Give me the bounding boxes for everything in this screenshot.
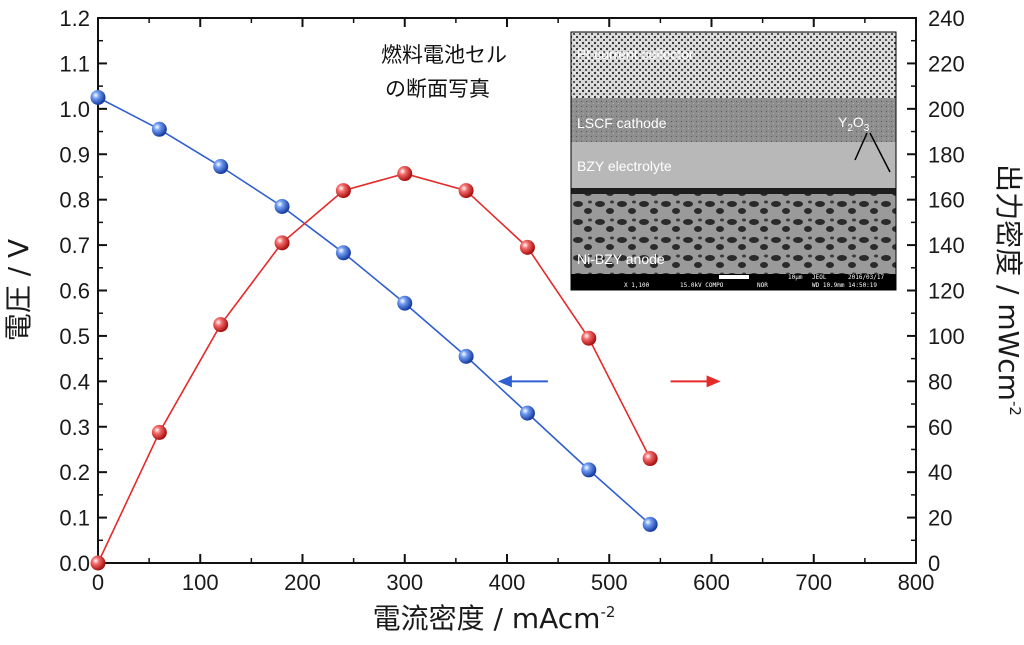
axis-arrows (497, 375, 721, 388)
inset-title-line1: 燃料電池セル (381, 43, 507, 67)
x-tick-label: 400 (489, 570, 526, 595)
inset-layer-anode (571, 194, 896, 274)
inset-label-anode: Ni-BZY anode (577, 251, 665, 267)
voltage-point (519, 405, 535, 421)
inset-footer-2: 15.0kV COMPO (680, 282, 724, 289)
inset-footer-4: WD 10.9mm 14:50:19 (812, 282, 877, 289)
y-left-tick-label: 0.6 (59, 279, 90, 304)
power-density-point (151, 424, 167, 440)
power-density-point (274, 235, 290, 251)
x-tick-label: 600 (693, 570, 730, 595)
tick-marks (97, 17, 917, 564)
y-right-tick-label: 100 (928, 324, 965, 349)
power-density-point (642, 451, 658, 467)
y-left-axis-title: 電圧 / V (2, 239, 35, 341)
voltage-point (213, 159, 229, 175)
data-series (90, 89, 658, 571)
arrow-right-head (706, 375, 721, 388)
inset-border (570, 31, 897, 291)
y-left-tick-label: 0.8 (59, 188, 90, 213)
y2o3-pointer-b (854, 132, 868, 161)
inset-footer-3: NOR (757, 282, 768, 289)
y-left-tick-label: 1.1 (59, 51, 90, 76)
x-tick-label: 100 (182, 570, 219, 595)
x-tick-label: 800 (898, 570, 935, 595)
y-left-tick-label: 0.4 (59, 369, 90, 394)
power-density-point (458, 183, 474, 199)
voltage-point (642, 516, 658, 532)
voltage-line (97, 96, 651, 525)
x-tick-labels: 0 100 200 300 400 500 600 700 800 (92, 570, 934, 595)
x-tick-label: 300 (386, 570, 423, 595)
x-tick-label: 0 (92, 570, 104, 595)
inset-layer-pt (571, 32, 896, 98)
y-right-tick-label: 140 (928, 233, 965, 258)
inset-footer-bar (571, 274, 896, 290)
y-left-tick-label: 0.7 (59, 233, 90, 258)
y-left-tick-label: 0.9 (59, 142, 90, 167)
voltage-point (151, 121, 167, 137)
y-right-tick-label: 20 (928, 506, 952, 531)
inset-scale-bar (719, 275, 749, 279)
voltage-point (90, 89, 106, 105)
inset-footer-1: X 1,100 (624, 282, 650, 289)
inset-title-line2: の断面写真 (385, 77, 490, 101)
inset-interface (571, 188, 896, 194)
voltage-point (274, 198, 290, 214)
y-right-tick-label: 40 (928, 460, 952, 485)
x-axis-title: 電流密度 / mAcm-2 (373, 602, 616, 635)
power-density-point (335, 183, 351, 199)
x-tick-label: 500 (591, 570, 628, 595)
y-left-tick-label: 1.2 (59, 6, 90, 31)
y-right-tick-label: 60 (928, 415, 952, 440)
y-left-tick-labels: 0.0 0.1 0.2 0.3 0.4 0.5 0.6 0.7 0.8 0.9 1.0 1.1 1.2 (59, 6, 90, 576)
y-right-tick-label: 80 (928, 369, 952, 394)
y-left-tick-label: 0.3 (59, 415, 90, 440)
voltage-point (397, 295, 413, 311)
y-right-tick-labels: 0 20 40 60 80 100 120 140 160 180 200 220 240 (928, 6, 965, 576)
y2o3-pointer-a (869, 132, 891, 173)
y-right-tick-label: 160 (928, 188, 965, 213)
y-right-tick-label: 220 (928, 51, 965, 76)
y-left-tick-label: 0.0 (59, 551, 90, 576)
y-right-tick-label: 120 (928, 279, 965, 304)
y-right-tick-label: 200 (928, 97, 965, 122)
x-tick-label: 700 (795, 570, 832, 595)
power-density-point (397, 166, 413, 182)
inset-label-bzy: BZY electrolyte (577, 158, 672, 174)
inset-footer-7: 2016/03/17 (848, 274, 885, 281)
sem-inset: Pt current collector LSCF cathode BZY el… (570, 31, 897, 291)
power-density-point (213, 317, 229, 333)
inset-label-pt: Pt current collector (577, 46, 694, 62)
power-density-point (90, 555, 106, 571)
inset-footer-6: JEOL (812, 274, 827, 281)
arrow-left-head (497, 375, 512, 388)
inset-layer-bzy (571, 142, 896, 190)
inset-layer-lscf (571, 98, 896, 142)
voltage-point (581, 462, 597, 478)
inset-label-y2o3: Y2O3 (838, 114, 870, 134)
y-left-tick-label: 0.5 (59, 324, 90, 349)
power-density-point (581, 330, 597, 346)
y-right-tick-label: 240 (928, 6, 965, 31)
y-left-tick-label: 0.2 (59, 460, 90, 485)
voltage-point (335, 245, 351, 261)
voltage-point (458, 348, 474, 364)
power-density-line (97, 172, 651, 564)
inset-footer-5: 10μm (788, 274, 803, 281)
inset-label-lscf: LSCF cathode (577, 115, 667, 131)
y-left-tick-label: 1.0 (59, 97, 90, 122)
y-right-tick-label: 180 (928, 142, 965, 167)
y-left-tick-label: 0.1 (59, 506, 90, 531)
y-right-axis-title: 出力密度 / mWcm-2 (992, 164, 1024, 416)
x-tick-label: 200 (284, 570, 321, 595)
power-density-point (519, 239, 535, 255)
y-right-tick-label: 0 (928, 551, 940, 576)
